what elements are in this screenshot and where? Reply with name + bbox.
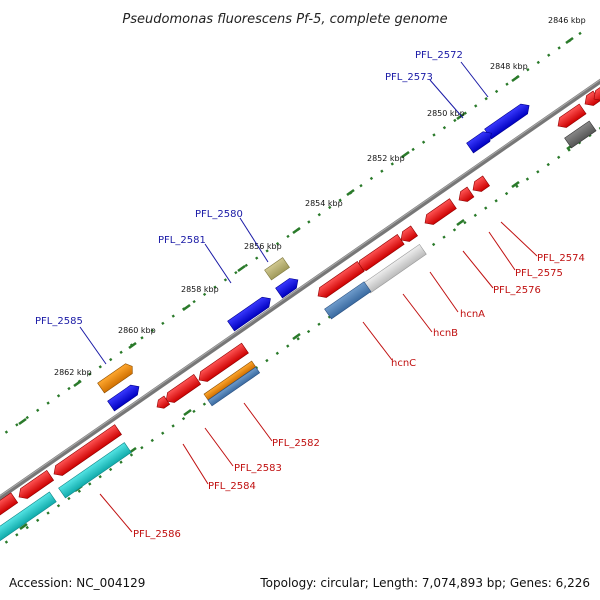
gene-label[interactable]: PFL_2580 (195, 209, 243, 220)
gene-label[interactable]: PFL_2572 (415, 50, 463, 61)
outer-dotted-ring (0, 29, 586, 438)
tick-label: 2860 kbp (118, 326, 156, 335)
tick-label: 2854 kbp (305, 199, 343, 208)
accession-text: Accession: NC_004129 (9, 576, 145, 590)
gene-hcnC[interactable] (324, 281, 372, 320)
gene-labels-bottom: PFL_2574 PFL_2575 PFL_2576 hcnA hcnB hcn… (133, 253, 585, 540)
cds-reverse-pfl2584[interactable] (154, 395, 171, 411)
cds-reverse-pfl2575[interactable] (456, 186, 475, 205)
label-leaders-bottom (99, 221, 538, 533)
gene-dark-far[interactable] (564, 120, 597, 149)
cds-forward-pfl2585b[interactable] (107, 382, 143, 412)
cds-reverse-far2[interactable] (582, 90, 600, 109)
tick-label: 2852 kbp (367, 154, 405, 163)
tick-label: 2856 kbp (244, 242, 282, 251)
outer-major-ticks (18, 36, 574, 426)
genome-summary-text: Topology: circular; Length: 7,074,893 bp… (259, 576, 590, 590)
gene-pfl2586-cyan[interactable] (58, 442, 132, 499)
cds-reverse-far3[interactable] (591, 85, 600, 104)
gene-features (0, 85, 600, 545)
gene-label[interactable]: PFL_2574 (537, 253, 585, 264)
cds-reverse-hcnC[interactable] (315, 261, 365, 300)
cds-reverse-pfl2586[interactable] (51, 424, 122, 479)
gene-label[interactable]: PFL_2575 (515, 268, 563, 279)
cds-reverse-pfl2576[interactable] (422, 198, 457, 228)
cds-reverse-hcnA[interactable] (398, 225, 418, 245)
gene-pfl2582-steel[interactable] (207, 366, 261, 407)
tick-label: 2858 kbp (181, 285, 219, 294)
genome-backbone (0, 78, 600, 501)
tick-label: 2850 kbp (427, 109, 465, 118)
cds-forward-pfl2581[interactable] (275, 275, 302, 299)
gene-label[interactable]: hcnA (460, 309, 485, 320)
gene-label[interactable]: PFL_2584 (208, 481, 256, 492)
gene-label[interactable]: hcnC (391, 358, 416, 369)
cds-reverse-pfl2582[interactable] (196, 342, 249, 385)
cds-reverse-pfl2586c[interactable] (0, 492, 19, 521)
cds-forward-pfl2581b[interactable] (227, 294, 274, 332)
gene-pfl2586-cyan-b[interactable] (0, 491, 57, 545)
gene-label[interactable]: hcnB (433, 328, 458, 339)
gene-label[interactable]: PFL_2583 (234, 463, 282, 474)
cds-forward-pfl2585[interactable] (97, 361, 136, 394)
label-leaders-top (79, 61, 489, 365)
cds-reverse-pfl2574[interactable] (470, 175, 490, 195)
tick-label: 2848 kbp (490, 62, 528, 71)
tick-labels: 2846 kbp 2848 kbp 2850 kbp 2852 kbp 2854… (54, 16, 586, 377)
gene-label[interactable]: PFL_2585 (35, 316, 83, 327)
cds-reverse-far[interactable] (555, 103, 587, 131)
inner-dotted-ring (0, 127, 600, 548)
gene-label[interactable]: PFL_2586 (133, 529, 181, 540)
gene-label[interactable]: PFL_2573 (385, 72, 433, 83)
tick-label: 2862 kbp (54, 368, 92, 377)
cds-forward-pfl2573[interactable] (466, 128, 495, 154)
gene-label[interactable]: PFL_2581 (158, 235, 206, 246)
tick-label: 2846 kbp (548, 16, 586, 25)
cds-forward-pfl2580[interactable] (264, 257, 290, 281)
cds-reverse-pfl2586b[interactable] (16, 470, 55, 501)
gene-labels-top: PFL_2572 PFL_2573 PFL_2580 PFL_2581 PFL_… (35, 50, 463, 327)
genome-backbone-highlight (0, 79, 600, 497)
gene-label[interactable]: PFL_2582 (272, 438, 320, 449)
map-title: Pseudomonas fluorescens Pf-5, complete g… (122, 12, 447, 27)
gene-label[interactable]: PFL_2576 (493, 285, 541, 296)
